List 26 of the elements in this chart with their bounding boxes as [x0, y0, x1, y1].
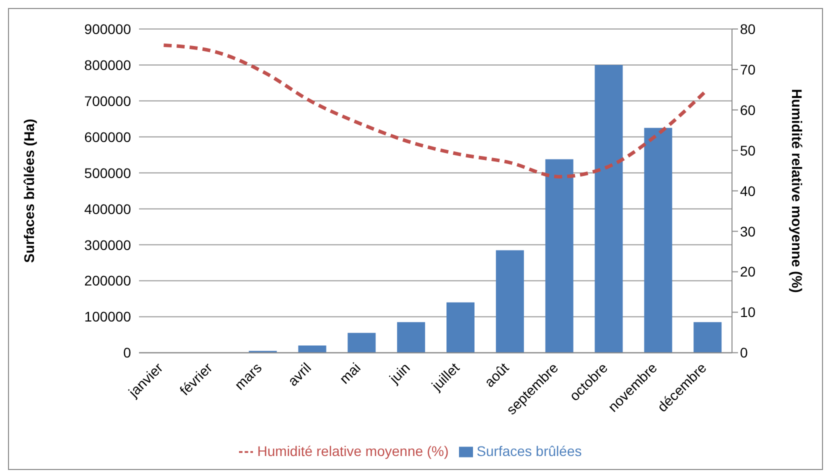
y-tick-label: 200000: [84, 272, 132, 289]
y-tick-label: 300000: [84, 236, 132, 253]
y-tick-label: 100000: [84, 308, 132, 325]
y2-tick-label: 50: [740, 142, 756, 158]
y-tick-label: 600000: [84, 128, 132, 145]
y2-tick-label: 60: [740, 102, 756, 118]
x-tick-label: août: [481, 359, 512, 390]
y2-tick-label: 10: [740, 304, 756, 320]
y-tick-label: 500000: [84, 164, 132, 181]
x-tick-label: juin: [385, 360, 413, 387]
y-tick-label: 900000: [84, 20, 132, 37]
legend-label: Surfaces brûlées: [476, 442, 582, 459]
y2-tick-label: 20: [740, 264, 756, 280]
y-axis-title: Surfaces brûlées (Ha): [20, 118, 37, 263]
y2-tick-label: 30: [740, 223, 756, 240]
y-tick-label: 400000: [84, 200, 132, 217]
y-tick-label: 800000: [84, 56, 132, 73]
y2-tick-label: 80: [740, 20, 756, 37]
x-tick-label: mai: [336, 360, 364, 387]
y2-tick-label: 70: [740, 61, 756, 78]
y-tick-label: 700000: [84, 92, 132, 109]
y2-axis-title: Humidité relative moyenne (%): [789, 88, 806, 293]
legend-label: Humidité relative moyenne (%): [257, 442, 449, 459]
y2-tick-label: 40: [740, 182, 756, 199]
y2-tick-label: 0: [740, 344, 748, 361]
y-tick-label: 0: [123, 344, 132, 361]
